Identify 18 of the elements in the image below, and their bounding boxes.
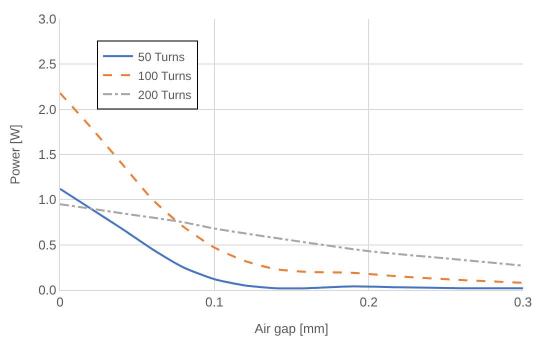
y-tick-label: 1.5	[38, 147, 56, 162]
legend-label: 50 Turns	[138, 50, 185, 64]
legend-label: 200 Turns	[138, 88, 192, 102]
line-series	[60, 203, 523, 267]
y-tick-label: 0.5	[38, 237, 56, 252]
x-axis-title: Air gap [mm]	[254, 321, 328, 336]
y-tick-label: 2.5	[38, 56, 56, 72]
y-axis-title: Power [W]	[7, 124, 22, 184]
x-tick-label: 0.3	[514, 294, 532, 310]
y-tick-label: 0.0	[38, 282, 56, 298]
legend-label: 100 Turns	[138, 68, 192, 83]
x-tick-label: 0.1	[205, 294, 224, 310]
y-tick-label: 3.0	[38, 12, 56, 27]
line-series	[60, 92, 523, 284]
y-tick-label: 2.0	[38, 102, 56, 117]
y-tick-label: 1.0	[38, 192, 56, 208]
x-tick-label: 0.2	[360, 294, 378, 310]
x-tick-label: 0	[56, 294, 64, 310]
